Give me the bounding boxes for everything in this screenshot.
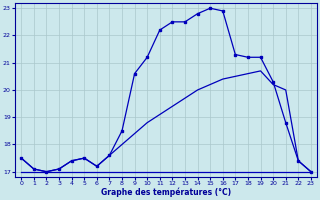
X-axis label: Graphe des températures (°C): Graphe des températures (°C) xyxy=(101,188,231,197)
